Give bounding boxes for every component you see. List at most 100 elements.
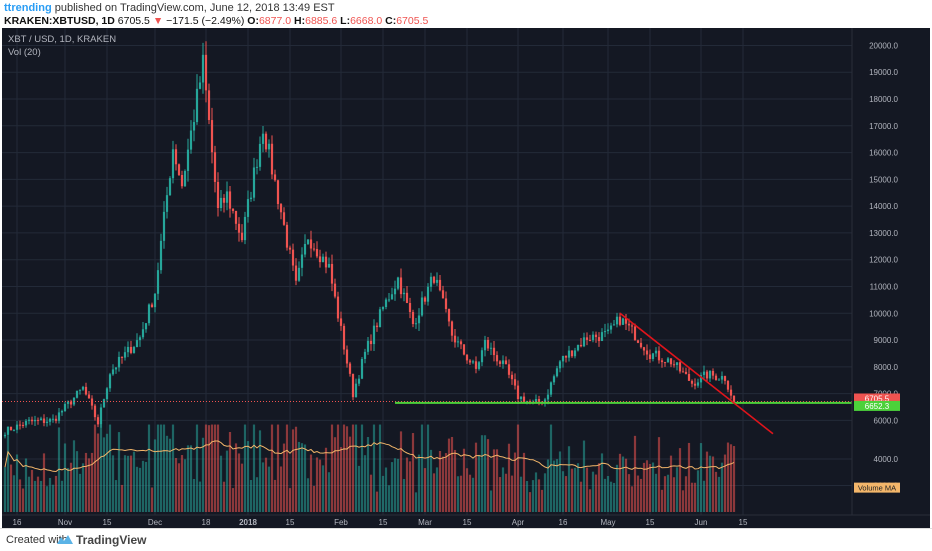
candle-body: [153, 293, 157, 308]
volume-bar: [78, 473, 82, 512]
candle-body: [492, 347, 496, 356]
candle-body: [246, 199, 250, 217]
candle-body: [144, 323, 148, 330]
volume-bar: [9, 464, 13, 512]
candle-body: [726, 380, 730, 390]
volume-bar: [441, 456, 445, 512]
volume-bar: [168, 438, 172, 512]
candle-body: [252, 167, 256, 198]
candle-body: [729, 389, 733, 396]
volume-bar: [663, 476, 667, 512]
price-tick-label: 6000.0: [874, 416, 899, 425]
author-link[interactable]: ttrending: [4, 2, 52, 14]
candle-body: [711, 370, 715, 376]
candle-body: [516, 385, 520, 400]
volume-bar: [498, 477, 502, 512]
candle-body: [699, 374, 703, 383]
time-axis[interactable]: 16 Nov 15 Dec 18 2018 15 Feb 15 Mar 15 Apr 16 May 15 Ju…: [2, 514, 930, 528]
tradingview-brand-link[interactable]: TradingView: [76, 533, 147, 547]
candle-body: [546, 394, 550, 400]
price-tick-label: 17000.0: [869, 122, 898, 131]
volume-bar: [192, 478, 196, 512]
candle-body: [423, 297, 427, 302]
candle-body: [270, 143, 274, 175]
candle-body: [432, 276, 436, 283]
volume-bar: [285, 424, 289, 512]
price-tick-label: 12000.0: [869, 256, 898, 265]
volume-bar: [462, 448, 466, 512]
candle-body: [261, 133, 265, 144]
candle-body: [663, 362, 667, 364]
volume-bar: [171, 424, 175, 512]
tradingview-logo-icon[interactable]: [56, 533, 74, 551]
open-label: O:: [247, 15, 259, 27]
candle-body: [210, 120, 214, 153]
candle-body: [405, 292, 409, 303]
candle-body: [714, 375, 718, 381]
candle-body: [465, 354, 469, 361]
volume-bar: [624, 458, 628, 512]
price-chart[interactable]: 6000.07000.08000.09000.010000.011000.012…: [2, 28, 930, 528]
candle-body: [381, 307, 385, 310]
volume-bar: [216, 424, 220, 512]
candle-body: [54, 418, 58, 421]
volume-bar: [636, 475, 640, 512]
volume-tick-label: 4000.0: [874, 455, 899, 464]
candle-body: [96, 417, 100, 425]
volume-bar: [675, 467, 679, 512]
volume-bar: [45, 486, 49, 512]
candle-body: [462, 344, 466, 355]
candle-body: [138, 337, 142, 341]
volume-bar: [246, 441, 250, 512]
candle-body: [297, 267, 301, 281]
candle-body: [99, 407, 103, 425]
candle-body: [705, 371, 709, 379]
candle-body: [447, 309, 451, 322]
volume-bar: [12, 475, 16, 512]
volume-bar: [114, 480, 118, 512]
price-tick-label: 10000.0: [869, 309, 898, 318]
volume-bar: [156, 424, 160, 512]
candle-body: [582, 337, 586, 347]
volume-ma-tag-box: [854, 482, 900, 493]
volume-bar: [435, 467, 439, 512]
candle-body: [438, 279, 442, 291]
volume-bar: [402, 478, 406, 512]
candle-body: [345, 349, 349, 364]
volume-bar: [117, 432, 121, 512]
candle-body: [360, 358, 364, 379]
volume-bar: [282, 443, 286, 512]
chart-area[interactable]: 6000.07000.08000.09000.010000.011000.012…: [2, 28, 930, 528]
volume-bar: [228, 431, 232, 512]
candle-body: [612, 324, 616, 326]
candle-body: [564, 355, 568, 358]
high-label: H:: [294, 15, 306, 27]
volume-bar: [303, 444, 307, 512]
volume-bar: [237, 453, 241, 512]
volume-bar: [456, 476, 460, 512]
candle-body: [69, 401, 73, 405]
candle-body: [684, 371, 688, 374]
volume-bar: [336, 424, 340, 512]
candle-body: [201, 54, 205, 83]
candle-body: [168, 178, 172, 196]
volume-bar: [537, 479, 541, 512]
volume-bar: [294, 426, 298, 512]
volume-bar: [288, 488, 292, 512]
volume-bar: [354, 424, 358, 512]
candle-body: [555, 368, 559, 377]
publish-line: ttrending published on TradingView.com, …: [4, 2, 335, 14]
volume-bar: [405, 457, 409, 512]
volume-bar: [129, 455, 133, 512]
volume-bar: [585, 467, 589, 512]
price-axis[interactable]: 6000.07000.08000.09000.010000.011000.012…: [851, 28, 930, 528]
candle-body: [30, 419, 34, 422]
candle-body: [732, 395, 736, 402]
candle-body: [348, 363, 352, 374]
volume-bar: [150, 487, 154, 512]
volume-bar: [729, 444, 733, 512]
candle-body: [33, 419, 37, 422]
candle-body: [315, 249, 319, 257]
candle-body: [162, 211, 166, 241]
time-tick-label: 16: [559, 518, 568, 527]
